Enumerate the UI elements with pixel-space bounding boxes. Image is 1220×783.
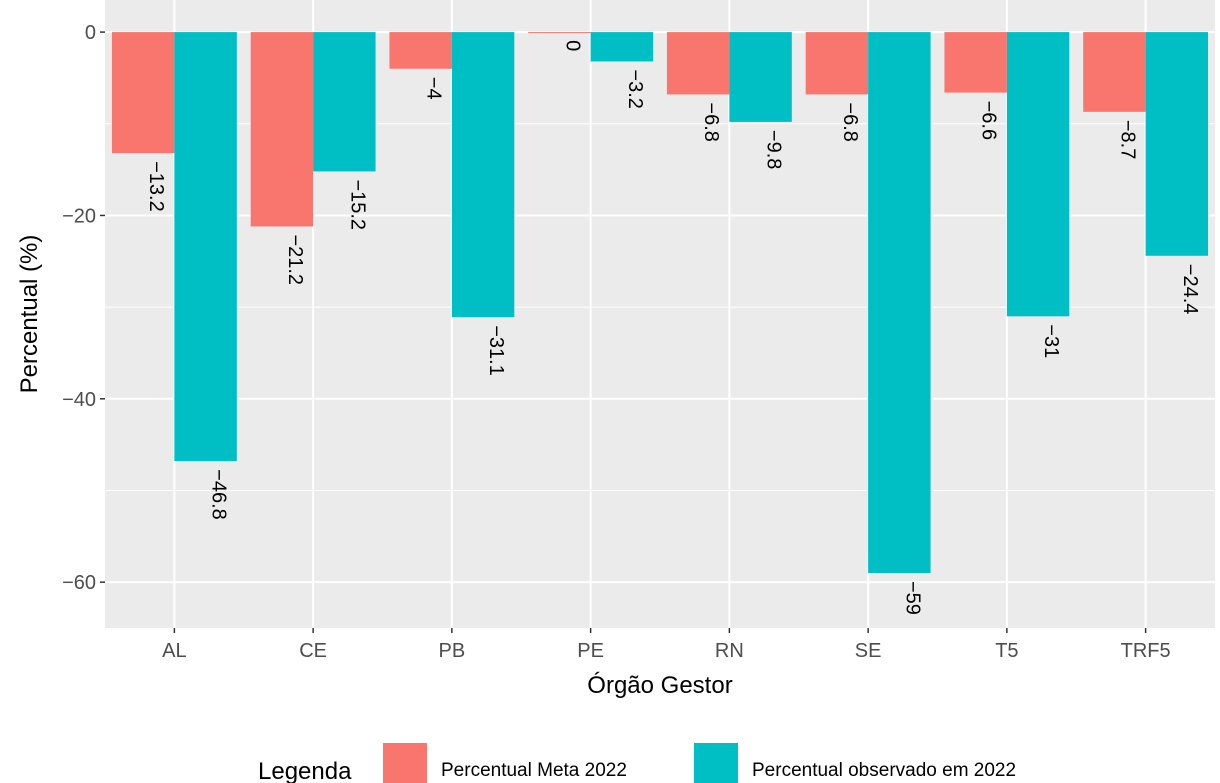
- x-tick-label: CE: [299, 640, 327, 662]
- bar: [590, 32, 654, 62]
- bar: [250, 32, 314, 227]
- bar: [1083, 32, 1146, 112]
- bar: [389, 32, 452, 69]
- bar-value-label: −31.1: [485, 325, 507, 376]
- bar-value-label: −15.2: [346, 179, 368, 230]
- x-tick-label: SE: [855, 640, 882, 662]
- legend-label: Percentual Meta 2022: [441, 760, 627, 781]
- bar-value-label: −24.4: [1179, 264, 1201, 315]
- bar-value-label: −6.8: [700, 102, 722, 141]
- x-tick-label: RN: [715, 640, 744, 662]
- bar-value-label: −4: [423, 77, 445, 100]
- bar-value-label: −9.8: [763, 130, 785, 169]
- x-axis-title: Órgão Gestor: [587, 672, 732, 699]
- bar: [174, 32, 237, 462]
- legend: Legenda Percentual Meta 2022 Percentual ob…: [258, 743, 1016, 783]
- x-tick-label: PB: [439, 640, 466, 662]
- y-tick-label: −20: [62, 205, 96, 227]
- bar: [111, 32, 175, 154]
- bars: [111, 32, 1209, 573]
- bar-value-label: −6.6: [978, 101, 1000, 140]
- x-axis: AL CE PB PE RN SE T5 TRF5: [162, 628, 1171, 662]
- legend-key: [694, 743, 738, 783]
- bar: [528, 32, 591, 34]
- bar-value-label: −31: [1040, 324, 1062, 358]
- bar: [944, 32, 1007, 93]
- bar: [805, 32, 869, 95]
- bar: [868, 32, 931, 573]
- bar-value-label: −6.8: [839, 102, 861, 141]
- bar-value-label: −8.7: [1116, 120, 1138, 159]
- y-tick-label: −60: [62, 572, 96, 594]
- bar: [1145, 32, 1209, 256]
- bar: [1006, 32, 1070, 317]
- y-tick-label: 0: [85, 22, 96, 44]
- x-tick-label: AL: [162, 640, 186, 662]
- y-tick-label: −40: [62, 389, 96, 411]
- bar-value-label: −59: [901, 581, 923, 615]
- x-tick-label: PE: [577, 640, 604, 662]
- x-tick-label: TRF5: [1121, 640, 1171, 662]
- bar-value-label: −13.2: [145, 161, 167, 212]
- bar-labels: −13.2 −21.2 −4 0 −6.8 −6.8 −6.6 −8.7 −46.8 −15.2 −…: [145, 40, 1201, 615]
- bar: [451, 32, 515, 318]
- y-axis-title: Percentual (%): [16, 235, 43, 394]
- x-tick-label: T5: [995, 640, 1018, 662]
- bar-value-label: −3.2: [624, 69, 646, 108]
- bar: [313, 32, 376, 172]
- legend-title: Legenda: [258, 758, 352, 783]
- bar-value-label: −21.2: [284, 234, 306, 285]
- y-axis: 0 −20 −40 −60: [62, 22, 105, 594]
- legend-key: [383, 743, 427, 783]
- bar-value-label: 0: [561, 40, 583, 51]
- bar: [729, 32, 792, 122]
- bar-value-label: −46.8: [208, 469, 230, 520]
- legend-label: Percentual observado em 2022: [752, 760, 1016, 781]
- bar: [666, 32, 730, 95]
